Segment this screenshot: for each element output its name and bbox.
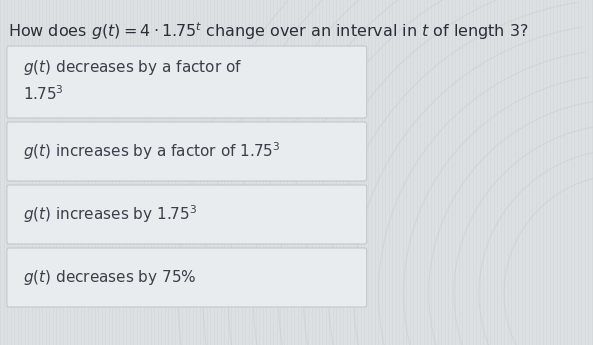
Text: $g(t)$ increases by $1.75^3$: $g(t)$ increases by $1.75^3$ (23, 204, 197, 225)
Text: $g(t)$ increases by a factor of $1.75^3$: $g(t)$ increases by a factor of $1.75^3$ (23, 141, 280, 162)
FancyBboxPatch shape (7, 122, 366, 181)
Text: How does $g(t) = 4 \cdot 1.75^{t}$ change over an interval in $t$ of length 3?: How does $g(t) = 4 \cdot 1.75^{t}$ chang… (8, 20, 528, 42)
FancyBboxPatch shape (7, 46, 366, 118)
FancyBboxPatch shape (7, 185, 366, 244)
Text: $g(t)$ decreases by 75%: $g(t)$ decreases by 75% (23, 268, 196, 287)
Text: $1.75^3$: $1.75^3$ (23, 84, 64, 103)
Text: $g(t)$ decreases by a factor of: $g(t)$ decreases by a factor of (23, 58, 242, 77)
FancyBboxPatch shape (7, 248, 366, 307)
